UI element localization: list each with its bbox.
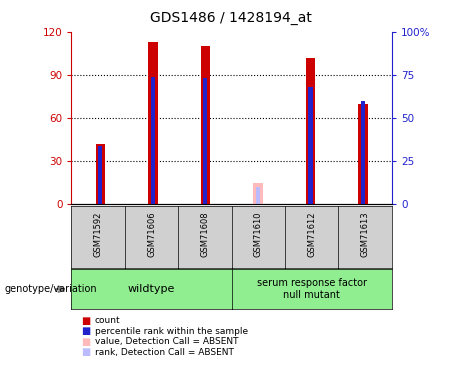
Bar [98, 146, 102, 204]
Bar [308, 87, 313, 204]
Text: GSM71606: GSM71606 [147, 211, 156, 257]
Text: serum response factor
null mutant: serum response factor null mutant [257, 278, 367, 300]
Bar [148, 42, 158, 204]
Text: ■: ■ [81, 337, 90, 346]
Bar [201, 46, 210, 204]
Text: percentile rank within the sample: percentile rank within the sample [95, 327, 248, 336]
Text: genotype/variation: genotype/variation [5, 284, 97, 294]
Text: GSM71592: GSM71592 [94, 211, 103, 256]
Bar [256, 187, 260, 204]
Text: ■: ■ [81, 347, 90, 357]
Text: wildtype: wildtype [128, 284, 175, 294]
Bar [95, 144, 105, 204]
Bar [253, 183, 263, 204]
Bar [361, 101, 365, 204]
Text: GSM71613: GSM71613 [361, 211, 370, 257]
Bar [306, 58, 315, 204]
Bar [358, 104, 368, 204]
Text: rank, Detection Call = ABSENT: rank, Detection Call = ABSENT [95, 348, 233, 357]
Text: GDS1486 / 1428194_at: GDS1486 / 1428194_at [149, 11, 312, 25]
Bar [203, 78, 207, 204]
Text: GSM71610: GSM71610 [254, 211, 263, 257]
Text: GSM71608: GSM71608 [201, 211, 209, 257]
Text: GSM71612: GSM71612 [307, 211, 316, 257]
Text: value, Detection Call = ABSENT: value, Detection Call = ABSENT [95, 337, 238, 346]
Text: ■: ■ [81, 316, 90, 326]
Bar [151, 77, 155, 204]
Text: count: count [95, 316, 120, 325]
Text: ■: ■ [81, 326, 90, 336]
